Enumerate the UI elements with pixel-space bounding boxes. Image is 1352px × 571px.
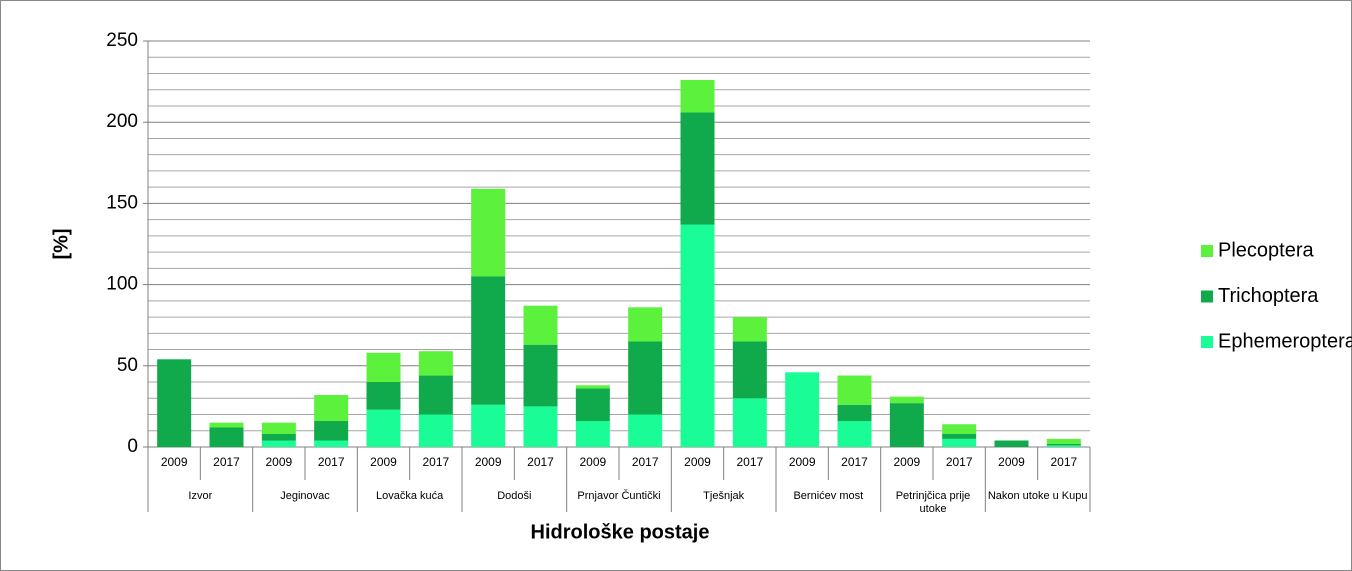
bar-segment bbox=[837, 421, 872, 447]
x-tick-label: 2017 bbox=[946, 455, 973, 469]
bar-segment bbox=[418, 351, 453, 376]
bar-segment bbox=[523, 406, 558, 447]
x-tick-label: 2009 bbox=[789, 455, 816, 469]
bar-segment bbox=[575, 421, 610, 447]
bar-segment bbox=[942, 434, 977, 439]
legend-swatch bbox=[1201, 290, 1213, 303]
bar-segment bbox=[418, 414, 453, 447]
y-axis-label: [%] bbox=[50, 228, 72, 259]
x-tick-label: 2017 bbox=[213, 455, 240, 469]
x-tick-label: 2017 bbox=[422, 455, 449, 469]
bar-segment bbox=[732, 398, 767, 447]
bar-segment bbox=[837, 375, 872, 405]
bar-segment bbox=[366, 382, 401, 410]
x-tick-label: 2017 bbox=[841, 455, 868, 469]
bar-segment bbox=[261, 440, 296, 447]
x-tick-label: 2009 bbox=[370, 455, 397, 469]
x-tick-label: 2009 bbox=[161, 455, 188, 469]
bar-segment bbox=[471, 188, 506, 277]
bar-segment bbox=[471, 276, 506, 405]
bar-segment bbox=[785, 372, 820, 447]
bar-segment bbox=[942, 438, 977, 447]
x-tick-label: 2017 bbox=[632, 455, 659, 469]
bar-segment bbox=[732, 317, 767, 342]
bar-segment bbox=[575, 385, 610, 389]
bar-segment bbox=[680, 79, 715, 113]
x-tick-label: 2009 bbox=[893, 455, 920, 469]
bar-segment bbox=[523, 305, 558, 345]
bar-segment bbox=[209, 422, 244, 428]
bar-segment bbox=[261, 422, 296, 435]
bar-segment bbox=[994, 440, 1029, 447]
x-tick-label: 2017 bbox=[1050, 455, 1077, 469]
group-label: Dodoši bbox=[497, 490, 532, 502]
x-tick-label: 2017 bbox=[318, 455, 345, 469]
group-label: Jeginovac bbox=[280, 490, 330, 502]
bar-segment bbox=[942, 424, 977, 435]
bar-segment bbox=[628, 307, 663, 342]
x-tick-label: 2009 bbox=[475, 455, 502, 469]
bar-segment bbox=[680, 112, 715, 225]
bar-segment bbox=[1046, 438, 1081, 444]
group-label: Bernićev most bbox=[793, 490, 864, 502]
bar-segment bbox=[471, 404, 506, 447]
bar-segment bbox=[314, 421, 349, 441]
group-label: Lovačka kuća bbox=[376, 490, 444, 502]
x-tick-label: 2009 bbox=[684, 455, 711, 469]
y-tick-label: 100 bbox=[106, 274, 138, 295]
bar-segment bbox=[209, 427, 244, 447]
bar-segment bbox=[1046, 443, 1081, 446]
y-tick-label: 0 bbox=[127, 436, 138, 457]
bar-segment bbox=[314, 395, 349, 422]
bar-segment bbox=[732, 341, 767, 399]
bar-segment bbox=[157, 359, 192, 447]
group-label: Petrinjčica prije utoke bbox=[895, 490, 971, 515]
x-axis-label: Hidrološke postaje bbox=[531, 521, 710, 543]
bar-segment bbox=[889, 403, 924, 447]
bar-segment bbox=[1046, 445, 1081, 447]
legend-label: Ephemeroptera bbox=[1218, 330, 1352, 352]
y-tick-label: 50 bbox=[117, 355, 138, 376]
legend-swatch bbox=[1201, 336, 1213, 348]
legend-label: Plecoptera bbox=[1218, 239, 1314, 261]
group-label: Izvor bbox=[188, 490, 213, 502]
y-tick-label: 200 bbox=[106, 111, 138, 132]
bar-segment bbox=[418, 375, 453, 415]
bar-segment bbox=[837, 404, 872, 422]
x-tick-label: 2009 bbox=[265, 455, 292, 469]
bar-segment bbox=[628, 341, 663, 415]
bar-segment bbox=[314, 440, 349, 447]
bar-segment bbox=[628, 414, 663, 447]
legend-label: Trichoptera bbox=[1218, 285, 1319, 307]
bar-segment bbox=[575, 388, 610, 422]
y-tick-label: 250 bbox=[106, 30, 138, 51]
legend-swatch bbox=[1201, 245, 1213, 257]
x-tick-label: 2009 bbox=[579, 455, 606, 469]
bar-segment bbox=[680, 224, 715, 447]
bar-segment bbox=[366, 409, 401, 447]
y-tick-label: 150 bbox=[106, 192, 138, 213]
bar-segment bbox=[523, 344, 558, 407]
group-label: Prnjavor Čuntički bbox=[577, 490, 661, 502]
group-label: Tješnjak bbox=[703, 490, 745, 502]
x-tick-label: 2009 bbox=[998, 455, 1025, 469]
bar-segment bbox=[889, 396, 924, 404]
x-tick-label: 2017 bbox=[736, 455, 763, 469]
group-label: Nakon utoke u Kupu bbox=[987, 490, 1088, 502]
x-tick-label: 2017 bbox=[527, 455, 554, 469]
bar-segment bbox=[261, 434, 296, 441]
bar-segment bbox=[366, 352, 401, 383]
